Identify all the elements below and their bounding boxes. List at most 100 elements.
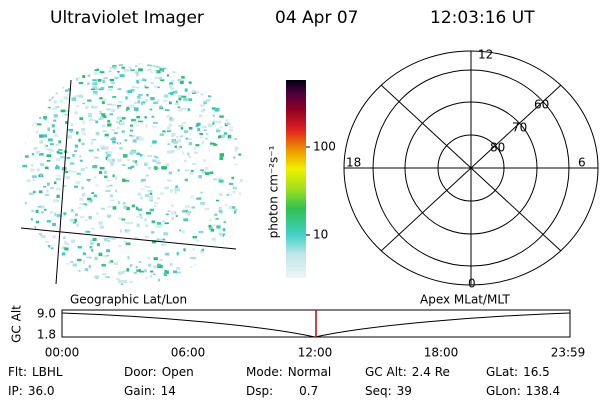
- speckle: [135, 71, 139, 74]
- speckle: [91, 249, 94, 252]
- speckle: [140, 196, 143, 200]
- colorbar-tick-label: 10: [313, 228, 328, 242]
- status-field: GLat: 16.5: [486, 365, 550, 379]
- speckle: [203, 102, 207, 105]
- speckle: [110, 161, 115, 164]
- uv-image: [21, 63, 246, 285]
- speckle: [188, 126, 193, 130]
- speckle: [216, 128, 220, 132]
- speckle: [208, 227, 213, 230]
- speckle: [99, 170, 103, 175]
- status-label: Dsp:: [246, 384, 273, 398]
- speckle: [49, 81, 53, 84]
- speckle: [126, 268, 129, 272]
- speckle: [80, 167, 85, 172]
- speckle: [92, 79, 97, 82]
- speckle: [162, 244, 168, 246]
- speckle: [118, 101, 123, 103]
- timeline-x-label: 06:00: [171, 346, 206, 360]
- speckle: [82, 260, 86, 264]
- speckle: [24, 155, 29, 158]
- speckle: [136, 79, 140, 84]
- speckle: [47, 98, 51, 101]
- speckle: [221, 74, 226, 77]
- speckle: [153, 273, 156, 276]
- speckle: [102, 79, 106, 83]
- speckle: [52, 129, 56, 134]
- parallel-line: [20, 227, 237, 250]
- speckle: [71, 239, 75, 243]
- speckle: [51, 124, 55, 128]
- speckle: [100, 63, 104, 67]
- speckle: [91, 227, 95, 230]
- status-value: 36.0: [28, 384, 55, 398]
- speckle: [228, 254, 234, 258]
- speckle: [191, 256, 197, 260]
- speckle: [217, 177, 222, 181]
- speckle: [233, 156, 236, 159]
- speckle: [218, 179, 224, 183]
- speckle: [101, 207, 105, 210]
- speckle: [243, 107, 246, 109]
- speckle: [140, 216, 143, 219]
- speckle: [188, 70, 192, 73]
- speckle: [156, 63, 159, 66]
- speckle: [122, 280, 128, 284]
- speckle: [183, 98, 188, 101]
- speckle: [99, 71, 105, 74]
- speckle: [53, 212, 57, 216]
- speckle: [147, 256, 151, 260]
- speckle: [158, 278, 161, 282]
- speckle: [47, 106, 51, 109]
- speckle: [102, 255, 107, 258]
- speckle: [164, 186, 169, 190]
- speckle: [151, 115, 155, 118]
- speckle: [79, 159, 83, 162]
- speckle: [175, 215, 178, 217]
- status-field: GC Alt: 2.4 Re: [365, 365, 450, 379]
- lat-label: 70: [512, 121, 527, 135]
- speckle: [77, 246, 83, 249]
- speckle: [178, 124, 184, 128]
- speckle: [87, 179, 90, 182]
- status-label: Seq:: [365, 384, 392, 398]
- speckle: [51, 73, 57, 76]
- speckle: [205, 89, 210, 93]
- speckle: [125, 242, 131, 245]
- speckle: [122, 202, 127, 205]
- speckle: [127, 167, 132, 170]
- speckle: [124, 139, 128, 142]
- status-value: Normal: [288, 365, 331, 379]
- speckle: [131, 119, 137, 122]
- speckle: [80, 216, 85, 219]
- speckle: [35, 220, 40, 224]
- speckle: [194, 268, 200, 272]
- speckle: [36, 278, 40, 283]
- speckle: [115, 189, 118, 193]
- speckle: [66, 89, 71, 92]
- speckle: [81, 132, 87, 136]
- speckle: [44, 166, 49, 170]
- speckle: [73, 170, 77, 173]
- timeline-y-label: 1.8: [37, 328, 56, 342]
- speckle: [121, 66, 125, 69]
- timeline-x-label: 12:00: [298, 346, 333, 360]
- speckle: [199, 136, 203, 139]
- speckle: [48, 254, 53, 258]
- speckle: [159, 68, 164, 71]
- speckle: [64, 247, 69, 251]
- speckle: [157, 99, 160, 102]
- speckle: [136, 152, 141, 156]
- speckle: [134, 65, 138, 68]
- speckle: [228, 118, 234, 121]
- speckle: [118, 280, 122, 284]
- speckle: [146, 212, 151, 215]
- speckle: [226, 194, 229, 196]
- speckle: [136, 125, 140, 127]
- speckle: [200, 191, 204, 194]
- speckle: [22, 226, 27, 228]
- speckle: [209, 218, 212, 221]
- speckle: [37, 205, 42, 208]
- speckle: [135, 206, 139, 210]
- speckle: [144, 218, 147, 222]
